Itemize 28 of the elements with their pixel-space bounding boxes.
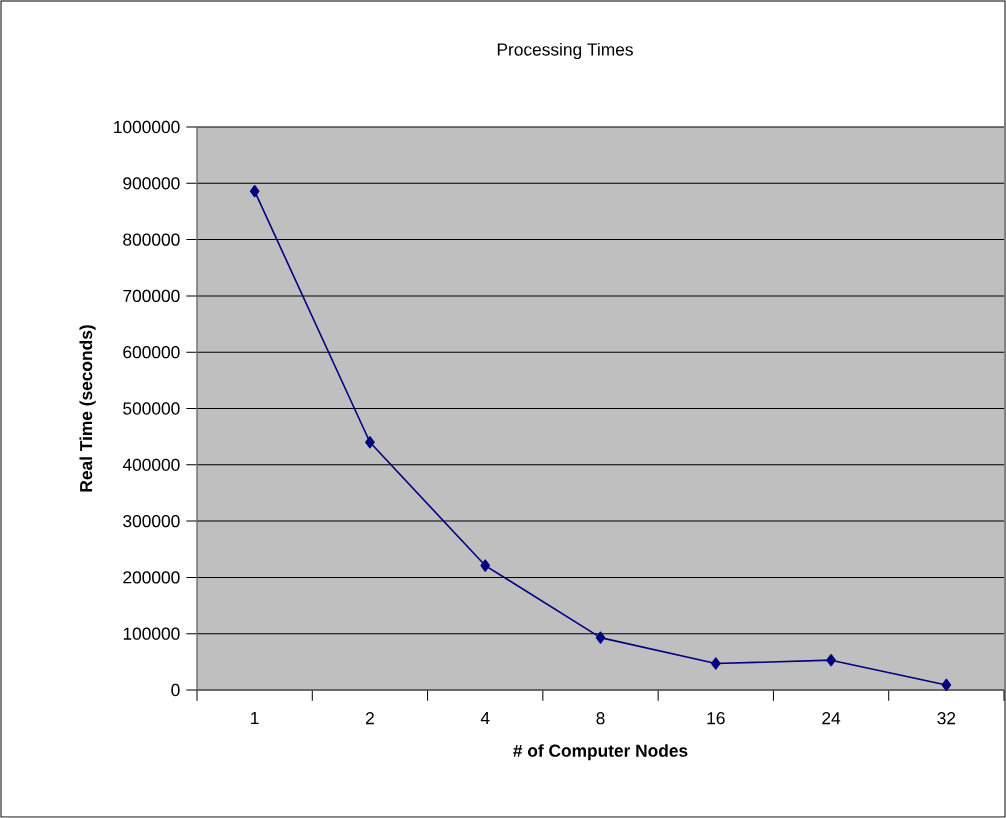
point <box>249 185 260 198</box>
y-tick-label: 600000 <box>123 346 180 359</box>
point <box>365 436 375 449</box>
x-tick-label: 1 <box>251 712 259 724</box>
x-tick-label: 32 <box>937 712 956 725</box>
point <box>710 657 721 670</box>
x-tick-label: 2 <box>365 712 374 725</box>
y-tick-label: 500000 <box>123 402 180 415</box>
y-tick-label: 100000 <box>123 627 180 640</box>
y-tick-label: 900000 <box>123 177 180 190</box>
chart-title: Processing Times <box>497 42 633 60</box>
x-tick-label: 4 <box>480 712 490 724</box>
y-tick-label: 400000 <box>122 458 180 471</box>
y-tick-label: 800000 <box>123 233 180 246</box>
y-tick-label: 1000000 <box>114 120 180 134</box>
x-axis-title: # of Computer Nodes <box>513 744 688 761</box>
x-tick-label: 8 <box>596 712 605 725</box>
x-tick-label: 24 <box>822 712 841 725</box>
point <box>826 654 836 667</box>
y-tick-label: 200000 <box>123 571 180 584</box>
x-tick-label: 16 <box>707 712 725 725</box>
y-tick-label: 700000 <box>123 289 180 303</box>
y-axis-title: Real Time (seconds) <box>79 325 96 492</box>
y-tick-label: 0 <box>171 683 180 697</box>
point <box>941 678 952 692</box>
point <box>480 559 491 572</box>
point <box>595 631 606 644</box>
y-tick-label: 300000 <box>123 514 180 528</box>
